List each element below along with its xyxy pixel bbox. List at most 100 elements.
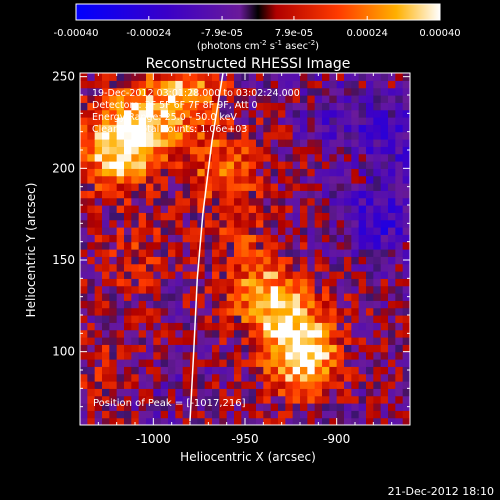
heatmap-cell xyxy=(146,139,154,147)
heatmap-cell xyxy=(138,205,147,213)
heatmap-cell xyxy=(182,168,191,177)
heatmap-cell xyxy=(168,139,176,147)
heatmap-cell xyxy=(329,256,338,265)
heatmap-cell xyxy=(153,234,162,243)
heatmap-cell xyxy=(366,410,374,419)
heatmap-cell xyxy=(204,417,213,425)
heatmap-cell xyxy=(190,131,198,140)
heatmap-cell xyxy=(175,285,184,294)
heatmap-cell xyxy=(168,190,176,199)
heatmap-cell xyxy=(395,373,404,382)
heatmap-cell xyxy=(358,271,367,279)
heatmap-cell xyxy=(344,241,352,250)
heatmap-cell xyxy=(204,117,213,125)
heatmap-cell xyxy=(307,410,316,419)
heatmap-cell xyxy=(358,124,367,133)
heatmap-cell xyxy=(124,227,132,235)
heatmap-cell xyxy=(94,227,103,235)
heatmap-cell xyxy=(285,219,294,228)
heatmap-cell xyxy=(248,80,257,89)
heatmap-cell xyxy=(263,234,272,243)
heatmap-cell xyxy=(307,139,316,147)
heatmap-cell xyxy=(344,278,352,287)
heatmap-cell xyxy=(314,373,323,382)
heatmap-cell xyxy=(366,271,374,279)
heatmap-cell xyxy=(219,256,228,265)
heatmap-cell xyxy=(87,190,96,199)
heatmap-cell xyxy=(270,366,279,375)
heatmap-cell xyxy=(182,263,191,272)
heatmap-cell xyxy=(256,373,264,382)
heatmap-cell xyxy=(307,219,316,228)
heatmap-cell xyxy=(329,410,338,419)
heatmap-cell xyxy=(80,124,88,133)
heatmap-cell xyxy=(160,190,169,199)
heatmap-cell xyxy=(175,249,184,257)
heatmap-cell xyxy=(278,95,286,103)
heatmap-cell xyxy=(256,263,264,272)
heatmap-cell xyxy=(402,307,410,316)
heatmap-cell xyxy=(153,337,162,345)
heatmap-cell xyxy=(212,263,220,272)
heatmap-cell xyxy=(168,271,176,279)
heatmap-cell xyxy=(234,212,242,221)
heatmap-cell xyxy=(190,359,198,367)
heatmap-cell xyxy=(285,315,294,323)
heatmap-cell xyxy=(204,395,213,404)
heatmap-cell xyxy=(124,417,132,425)
heatmap-cell xyxy=(285,234,294,243)
heatmap-cell xyxy=(285,263,294,272)
colorbar-unit-label: (photons cm-2 s-1 asec-2) xyxy=(197,39,319,52)
heatmap-cell xyxy=(256,395,264,404)
heatmap-cell xyxy=(94,315,103,323)
heatmap-cell xyxy=(366,87,374,96)
heatmap-cell xyxy=(278,278,286,287)
heatmap-cell xyxy=(322,175,330,184)
heatmap-cell xyxy=(182,197,191,206)
heatmap-cell xyxy=(256,351,264,360)
heatmap-cell xyxy=(94,285,103,294)
heatmap-cell xyxy=(373,102,382,111)
heatmap-cell xyxy=(80,344,88,353)
heatmap-cell xyxy=(87,205,96,213)
heatmap-cell xyxy=(204,263,213,272)
heatmap-cell xyxy=(380,95,389,103)
heatmap-cell xyxy=(344,219,352,228)
heatmap-cell xyxy=(351,403,360,411)
heatmap-cell xyxy=(153,183,162,191)
heatmap-cell xyxy=(190,146,198,155)
heatmap-cell xyxy=(380,219,389,228)
heatmap-cell xyxy=(388,124,396,133)
heatmap-cell xyxy=(314,219,323,228)
heatmap-cell xyxy=(131,403,140,411)
heatmap-cell xyxy=(358,329,367,338)
heatmap-cell xyxy=(153,95,162,103)
heatmap-cell xyxy=(373,205,382,213)
heatmap-cell xyxy=(138,227,147,235)
heatmap-cell xyxy=(248,102,257,111)
heatmap-cell xyxy=(109,139,118,147)
heatmap-cell xyxy=(190,293,198,301)
heatmap-cell xyxy=(366,205,374,213)
heatmap-cell xyxy=(175,87,184,96)
heatmap-cell xyxy=(263,212,272,221)
heatmap-cell xyxy=(307,256,316,265)
heatmap-cell xyxy=(226,263,235,272)
heatmap-cell xyxy=(285,124,294,133)
heatmap-cell xyxy=(358,410,367,419)
heatmap-cell xyxy=(234,395,242,404)
heatmap-cell xyxy=(87,219,96,228)
heatmap-cell xyxy=(131,417,140,425)
heatmap-cell xyxy=(336,322,345,331)
heatmap-cell xyxy=(358,403,367,411)
heatmap-cell xyxy=(160,102,169,111)
heatmap-cell xyxy=(358,175,367,184)
heatmap-cell xyxy=(138,80,147,89)
heatmap-cell xyxy=(190,190,198,199)
heatmap-cell xyxy=(344,205,352,213)
heatmap-cell xyxy=(168,117,176,125)
heatmap-cell xyxy=(168,124,176,133)
heatmap-cell xyxy=(300,381,308,389)
heatmap-cell xyxy=(168,381,176,389)
